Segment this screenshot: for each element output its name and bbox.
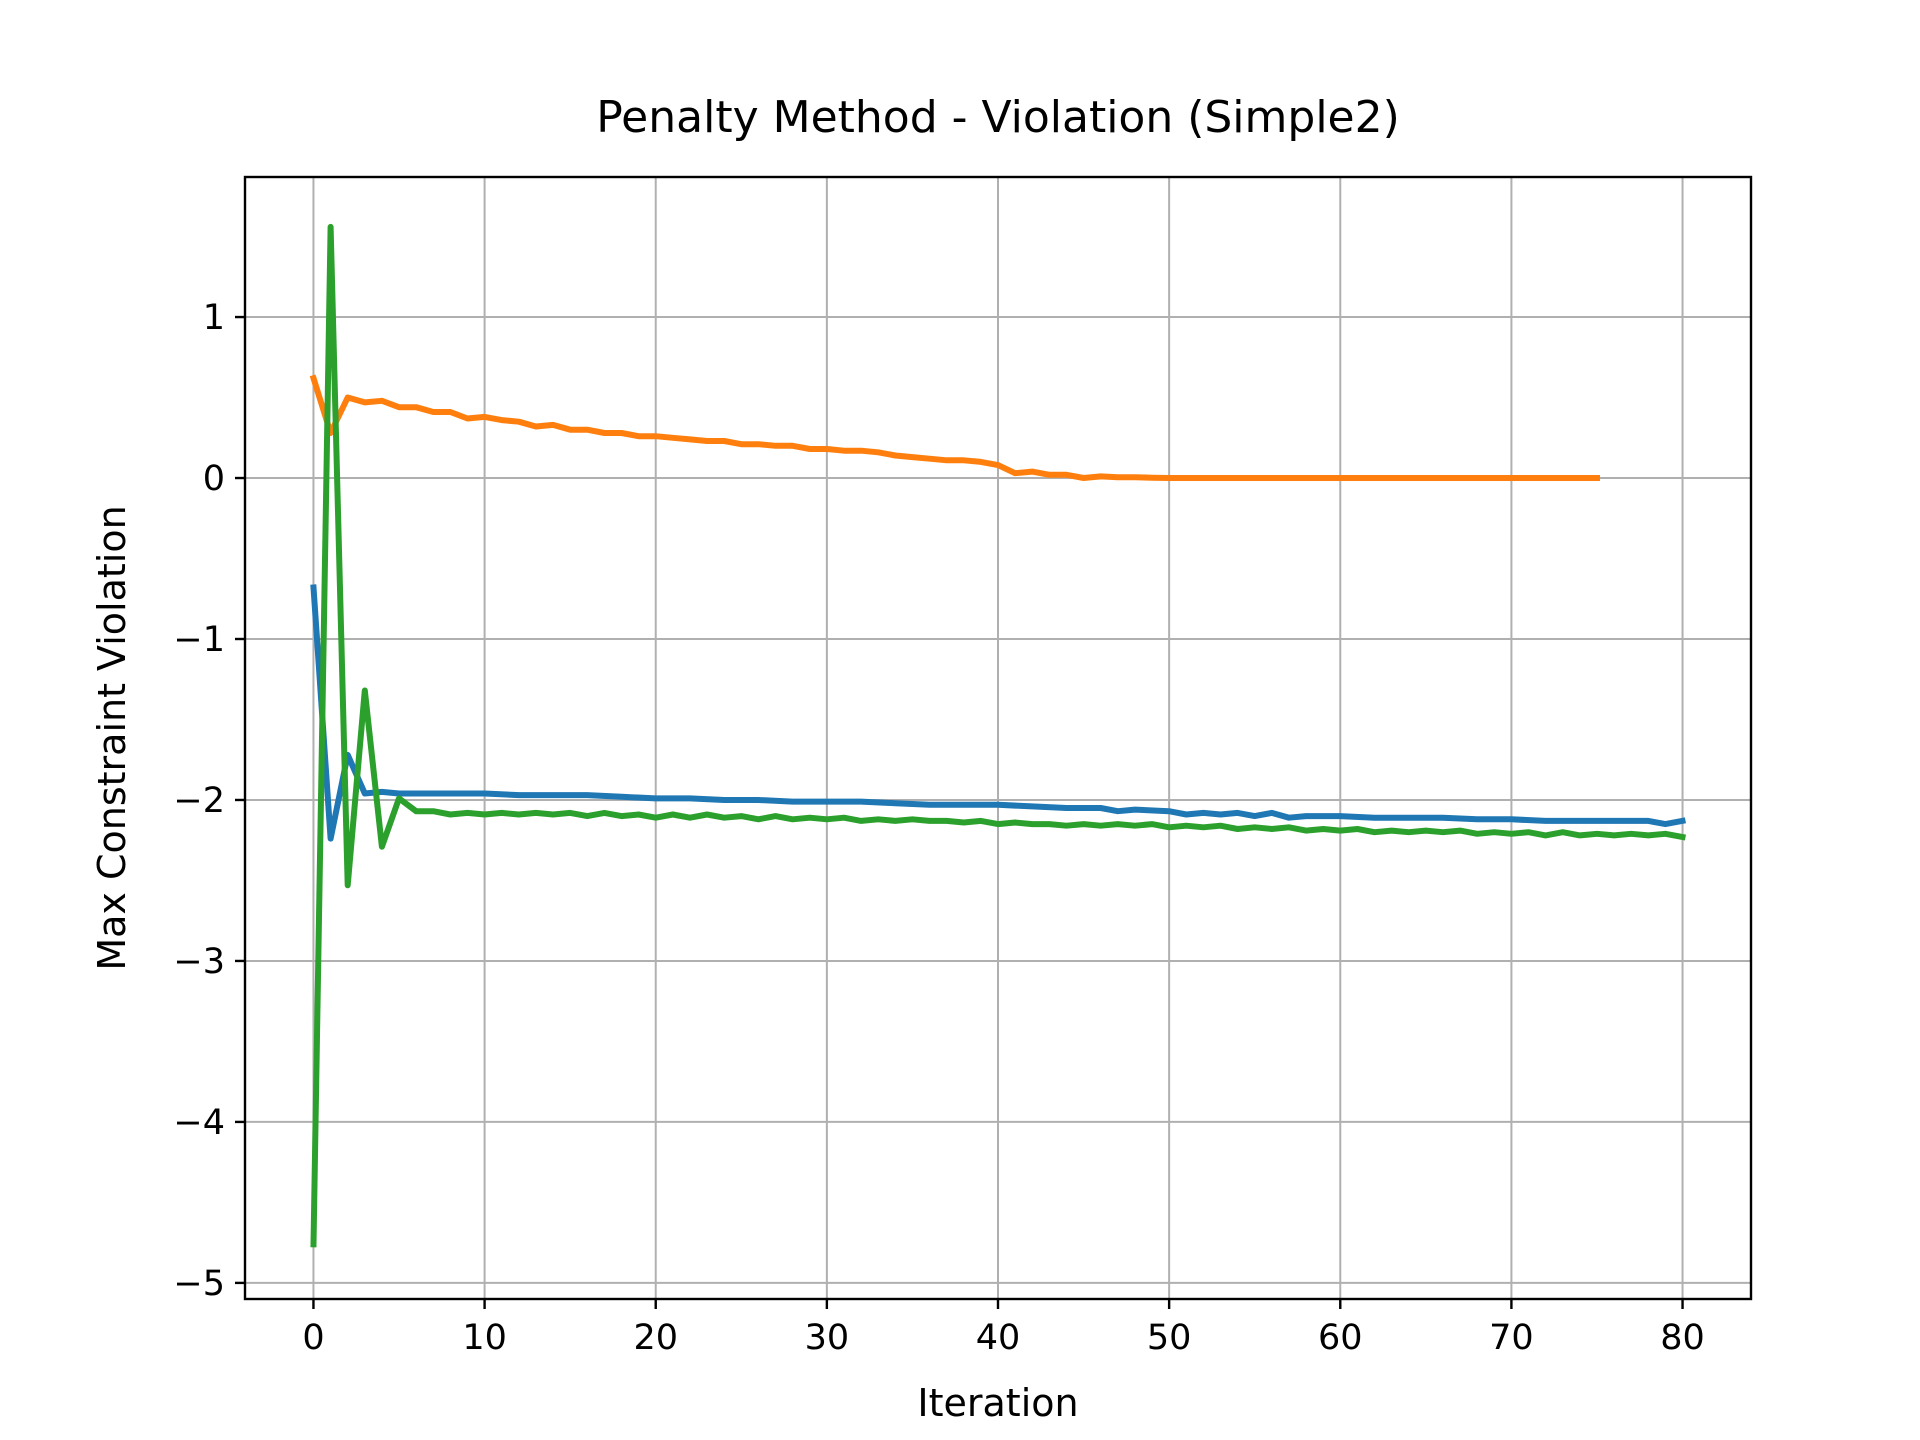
series-line-2 [309, 374, 1600, 481]
x-tick-label: 50 [1147, 1318, 1192, 1358]
axis-ticks: 0 10 20 30 40 50 60 70 80 −5 −4 −3 −2 −1 0 1 [173, 298, 1704, 1358]
x-tick-label: 30 [805, 1318, 850, 1358]
y-tick-label: −4 [173, 1103, 225, 1143]
x-tick-label: 10 [462, 1318, 507, 1358]
series-line-3 [310, 223, 1687, 1248]
y-tick-label: 0 [203, 459, 225, 499]
x-tick-label: 70 [1489, 1318, 1534, 1358]
series-line-1 [310, 584, 1687, 842]
y-tick-label: −1 [173, 620, 225, 660]
x-tick-label: 80 [1660, 1318, 1705, 1358]
grid-lines [245, 177, 1751, 1299]
y-tick-label: −3 [173, 942, 225, 982]
y-tick-label: −2 [173, 781, 225, 821]
x-tick-label: 20 [633, 1318, 678, 1358]
series-lines [309, 223, 1687, 1248]
x-tick-label: 60 [1318, 1318, 1363, 1358]
y-tick-label: 1 [203, 298, 225, 338]
x-tick-label: 40 [976, 1318, 1021, 1358]
chart-title: Penalty Method - Violation (Simple2) [596, 92, 1400, 143]
x-axis-label: Iteration [917, 1381, 1078, 1425]
y-tick-label: −5 [173, 1264, 225, 1304]
y-axis-label: Max Constraint Violation [90, 505, 134, 970]
x-tick-label: 0 [302, 1318, 324, 1358]
